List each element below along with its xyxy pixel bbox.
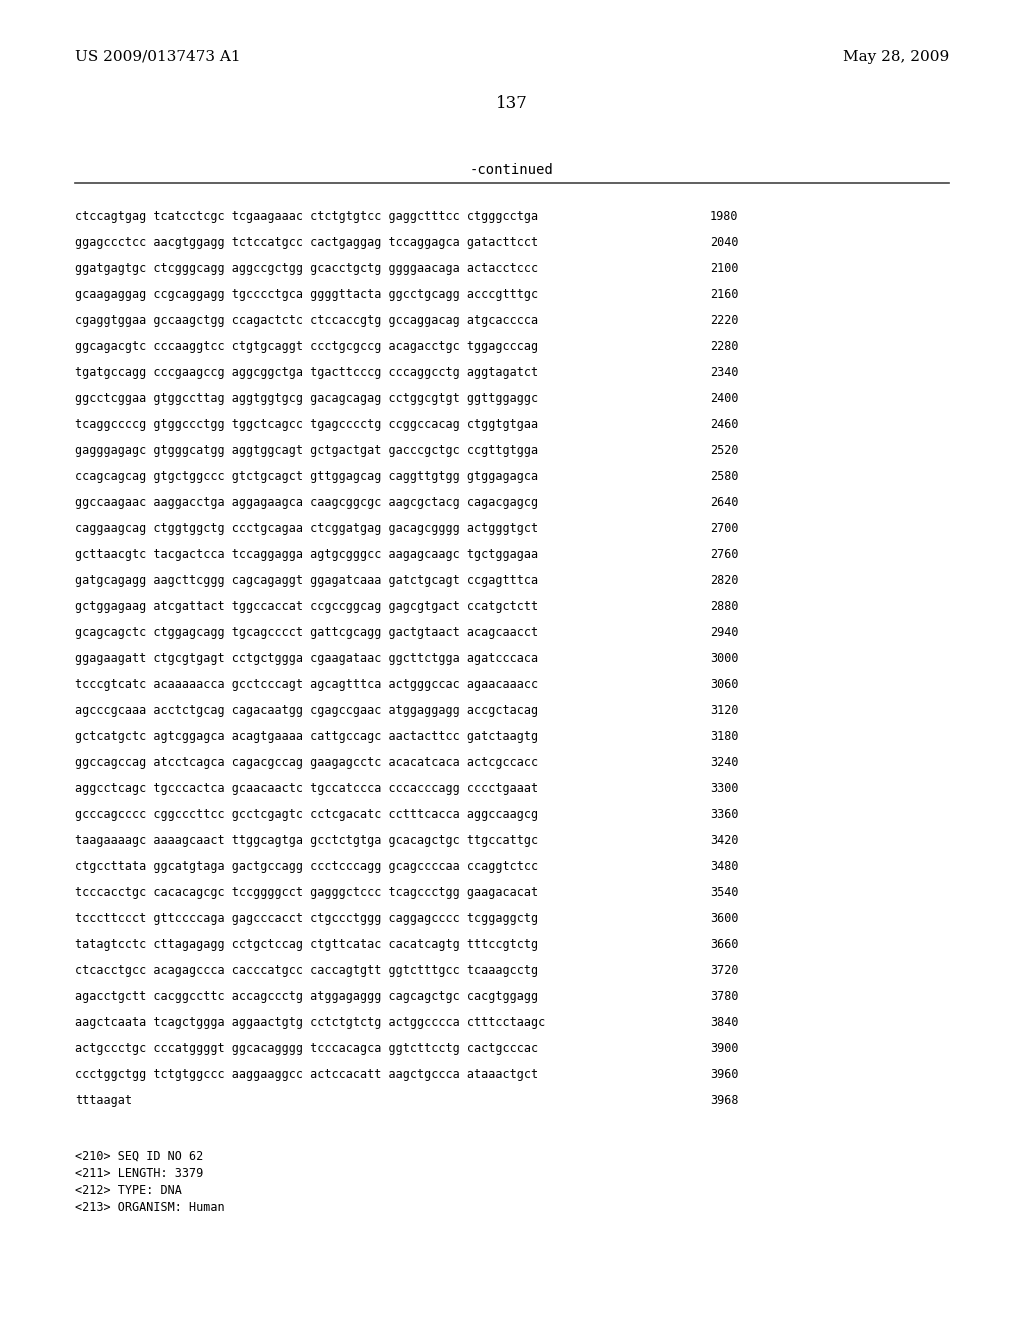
Text: ggccaagaac aaggacctga aggagaagca caagcggcgc aagcgctacg cagacgagcg: ggccaagaac aaggacctga aggagaagca caagcgg… (75, 496, 539, 510)
Text: gagggagagc gtgggcatgg aggtggcagt gctgactgat gacccgctgc ccgttgtgga: gagggagagc gtgggcatgg aggtggcagt gctgact… (75, 444, 539, 457)
Text: ggagccctcc aacgtggagg tctccatgcc cactgaggag tccaggagca gatacttcct: ggagccctcc aacgtggagg tctccatgcc cactgag… (75, 236, 539, 249)
Text: tatagtcctc cttagagagg cctgctccag ctgttcatac cacatcagtg tttccgtctg: tatagtcctc cttagagagg cctgctccag ctgttca… (75, 939, 539, 950)
Text: gcccagcccc cggcccttcc gcctcgagtc cctcgacatc cctttcacca aggccaagcg: gcccagcccc cggcccttcc gcctcgagtc cctcgac… (75, 808, 539, 821)
Text: <212> TYPE: DNA: <212> TYPE: DNA (75, 1184, 182, 1197)
Text: 3540: 3540 (710, 886, 738, 899)
Text: gctcatgctc agtcggagca acagtgaaaa cattgccagc aactacttcc gatctaagtg: gctcatgctc agtcggagca acagtgaaaa cattgcc… (75, 730, 539, 743)
Text: ctgccttata ggcatgtaga gactgccagg ccctcccagg gcagccccaa ccaggtctcc: ctgccttata ggcatgtaga gactgccagg ccctccc… (75, 861, 539, 873)
Text: 137: 137 (496, 95, 528, 112)
Text: actgccctgc cccatggggt ggcacagggg tcccacagca ggtcttcctg cactgcccac: actgccctgc cccatggggt ggcacagggg tcccaca… (75, 1041, 539, 1055)
Text: May 28, 2009: May 28, 2009 (843, 50, 949, 63)
Text: 2100: 2100 (710, 261, 738, 275)
Text: 2700: 2700 (710, 521, 738, 535)
Text: agcccgcaaa acctctgcag cagacaatgg cgagccgaac atggaggagg accgctacag: agcccgcaaa acctctgcag cagacaatgg cgagccg… (75, 704, 539, 717)
Text: 3780: 3780 (710, 990, 738, 1003)
Text: 1980: 1980 (710, 210, 738, 223)
Text: ggccagccag atcctcagca cagacgccag gaagagcctc acacatcaca actcgccacc: ggccagccag atcctcagca cagacgccag gaagagc… (75, 756, 539, 770)
Text: 3420: 3420 (710, 834, 738, 847)
Text: 3960: 3960 (710, 1068, 738, 1081)
Text: 3360: 3360 (710, 808, 738, 821)
Text: ccagcagcag gtgctggccc gtctgcagct gttggagcag caggttgtgg gtggagagca: ccagcagcag gtgctggccc gtctgcagct gttggag… (75, 470, 539, 483)
Text: caggaagcag ctggtggctg ccctgcagaa ctcggatgag gacagcgggg actgggtgct: caggaagcag ctggtggctg ccctgcagaa ctcggat… (75, 521, 539, 535)
Text: gcaagaggag ccgcaggagg tgcccctgca ggggttacta ggcctgcagg acccgtttgc: gcaagaggag ccgcaggagg tgcccctgca ggggtta… (75, 288, 539, 301)
Text: gatgcagagg aagcttcggg cagcagaggt ggagatcaaa gatctgcagt ccgagtttca: gatgcagagg aagcttcggg cagcagaggt ggagatc… (75, 574, 539, 587)
Text: 2340: 2340 (710, 366, 738, 379)
Text: 2940: 2940 (710, 626, 738, 639)
Text: 3180: 3180 (710, 730, 738, 743)
Text: ccctggctgg tctgtggccc aaggaaggcc actccacatt aagctgccca ataaactgct: ccctggctgg tctgtggccc aaggaaggcc actccac… (75, 1068, 539, 1081)
Text: taagaaaagc aaaagcaact ttggcagtga gcctctgtga gcacagctgc ttgccattgc: taagaaaagc aaaagcaact ttggcagtga gcctctg… (75, 834, 539, 847)
Text: gctggagaag atcgattact tggccaccat ccgccggcag gagcgtgact ccatgctctt: gctggagaag atcgattact tggccaccat ccgccgg… (75, 601, 539, 612)
Text: ctccagtgag tcatcctcgc tcgaagaaac ctctgtgtcc gaggctttcc ctgggcctga: ctccagtgag tcatcctcgc tcgaagaaac ctctgtg… (75, 210, 539, 223)
Text: 3720: 3720 (710, 964, 738, 977)
Text: ctcacctgcc acagagccca cacccatgcc caccagtgtt ggtctttgcc tcaaagcctg: ctcacctgcc acagagccca cacccatgcc caccagt… (75, 964, 539, 977)
Text: 2040: 2040 (710, 236, 738, 249)
Text: aagctcaata tcagctggga aggaactgtg cctctgtctg actggcccca ctttcctaagc: aagctcaata tcagctggga aggaactgtg cctctgt… (75, 1016, 545, 1030)
Text: 2760: 2760 (710, 548, 738, 561)
Text: agacctgctt cacggccttc accagccctg atggagaggg cagcagctgc cacgtggagg: agacctgctt cacggccttc accagccctg atggaga… (75, 990, 539, 1003)
Text: <213> ORGANISM: Human: <213> ORGANISM: Human (75, 1201, 224, 1214)
Text: ggagaagatt ctgcgtgagt cctgctggga cgaagataac ggcttctgga agatcccaca: ggagaagatt ctgcgtgagt cctgctggga cgaagat… (75, 652, 539, 665)
Text: 3900: 3900 (710, 1041, 738, 1055)
Text: 3240: 3240 (710, 756, 738, 770)
Text: 3300: 3300 (710, 781, 738, 795)
Text: 3840: 3840 (710, 1016, 738, 1030)
Text: <211> LENGTH: 3379: <211> LENGTH: 3379 (75, 1167, 203, 1180)
Text: 2220: 2220 (710, 314, 738, 327)
Text: 2580: 2580 (710, 470, 738, 483)
Text: tttaagat: tttaagat (75, 1094, 132, 1107)
Text: gcttaacgtc tacgactcca tccaggagga agtgcgggcc aagagcaagc tgctggagaa: gcttaacgtc tacgactcca tccaggagga agtgcgg… (75, 548, 539, 561)
Text: 2160: 2160 (710, 288, 738, 301)
Text: tcccgtcatc acaaaaacca gcctcccagt agcagtttca actgggccac agaacaaacc: tcccgtcatc acaaaaacca gcctcccagt agcagtt… (75, 678, 539, 690)
Text: tcaggccccg gtggccctgg tggctcagcc tgagcccctg ccggccacag ctggtgtgaa: tcaggccccg gtggccctgg tggctcagcc tgagccc… (75, 418, 539, 432)
Text: tcccttccct gttccccaga gagcccacct ctgccctggg caggagcccc tcggaggctg: tcccttccct gttccccaga gagcccacct ctgccct… (75, 912, 539, 925)
Text: 3000: 3000 (710, 652, 738, 665)
Text: aggcctcagc tgcccactca gcaacaactc tgccatccca cccacccagg cccctgaaat: aggcctcagc tgcccactca gcaacaactc tgccatc… (75, 781, 539, 795)
Text: tcccacctgc cacacagcgc tccggggcct gagggctccc tcagccctgg gaagacacat: tcccacctgc cacacagcgc tccggggcct gagggct… (75, 886, 539, 899)
Text: 3968: 3968 (710, 1094, 738, 1107)
Text: 3660: 3660 (710, 939, 738, 950)
Text: ggatgagtgc ctcgggcagg aggccgctgg gcacctgctg ggggaacaga actacctccc: ggatgagtgc ctcgggcagg aggccgctgg gcacctg… (75, 261, 539, 275)
Text: 3600: 3600 (710, 912, 738, 925)
Text: tgatgccagg cccgaagccg aggcggctga tgacttcccg cccaggcctg aggtagatct: tgatgccagg cccgaagccg aggcggctga tgacttc… (75, 366, 539, 379)
Text: 3120: 3120 (710, 704, 738, 717)
Text: 3480: 3480 (710, 861, 738, 873)
Text: cgaggtggaa gccaagctgg ccagactctc ctccaccgtg gccaggacag atgcacccca: cgaggtggaa gccaagctgg ccagactctc ctccacc… (75, 314, 539, 327)
Text: 2520: 2520 (710, 444, 738, 457)
Text: 2460: 2460 (710, 418, 738, 432)
Text: 2820: 2820 (710, 574, 738, 587)
Text: 2640: 2640 (710, 496, 738, 510)
Text: ggcagacgtc cccaaggtcc ctgtgcaggt ccctgcgccg acagacctgc tggagcccag: ggcagacgtc cccaaggtcc ctgtgcaggt ccctgcg… (75, 341, 539, 352)
Text: US 2009/0137473 A1: US 2009/0137473 A1 (75, 50, 241, 63)
Text: 2400: 2400 (710, 392, 738, 405)
Text: <210> SEQ ID NO 62: <210> SEQ ID NO 62 (75, 1150, 203, 1163)
Text: 3060: 3060 (710, 678, 738, 690)
Text: gcagcagctc ctggagcagg tgcagcccct gattcgcagg gactgtaact acagcaacct: gcagcagctc ctggagcagg tgcagcccct gattcgc… (75, 626, 539, 639)
Text: ggcctcggaa gtggccttag aggtggtgcg gacagcagag cctggcgtgt ggttggaggc: ggcctcggaa gtggccttag aggtggtgcg gacagca… (75, 392, 539, 405)
Text: 2880: 2880 (710, 601, 738, 612)
Text: 2280: 2280 (710, 341, 738, 352)
Text: -continued: -continued (470, 162, 554, 177)
